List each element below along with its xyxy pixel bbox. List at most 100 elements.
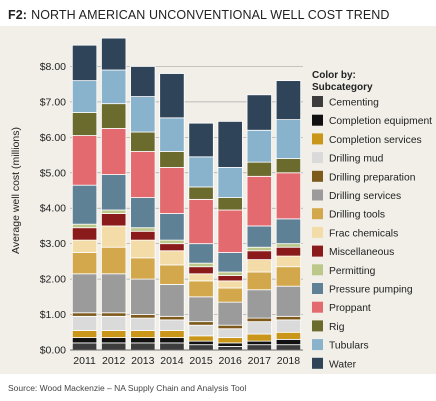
bar-segment	[130, 257, 156, 280]
bar-segment	[246, 333, 272, 342]
bar-segment	[188, 335, 214, 342]
legend-entry: Proppant	[329, 303, 371, 314]
bar-segment	[275, 243, 302, 248]
legend: Color by:Subcategory Cementing Completion …	[312, 70, 432, 370]
bar-segment	[71, 135, 98, 186]
x-tick-label: 2013	[131, 355, 155, 367]
bar-segment	[101, 246, 127, 275]
bar-segment	[246, 317, 272, 323]
bar-segment	[101, 273, 127, 314]
y-tick-label: $4.00	[40, 203, 66, 215]
bar-segment	[246, 340, 272, 346]
bar-segment	[246, 94, 272, 131]
bar-segment	[246, 161, 272, 177]
bar-segment	[188, 266, 214, 275]
bar-segment	[159, 342, 185, 351]
legend-title-line: Subcategory	[312, 82, 373, 93]
bar-segment	[188, 122, 214, 158]
bar-stack	[71, 44, 98, 351]
figure-id: F2:	[8, 8, 28, 22]
bar-segment	[246, 129, 272, 163]
bar-segment	[71, 330, 98, 338]
legend-entry: Drilling mud	[329, 154, 384, 165]
bar-segment	[71, 44, 98, 82]
bar-segment	[246, 250, 272, 261]
bar-segment	[188, 344, 214, 351]
bar-segment	[217, 197, 243, 211]
y-axis-label: Average well cost (millions)	[10, 127, 22, 254]
bar-segment	[217, 342, 243, 347]
bar-segment	[275, 319, 302, 333]
legend-swatch	[312, 96, 323, 107]
bar-segment	[188, 296, 214, 323]
bar-segment	[130, 314, 156, 319]
bar-stack	[159, 73, 185, 351]
legend-entry: Permitting	[329, 266, 376, 277]
bar-segment	[130, 151, 156, 198]
bar-segment	[246, 225, 272, 248]
stacked-bar-chart: $0.00 $1.00 $2.00 $3.00 $4.00 $5.00 $6.00 $7.00…	[10, 37, 432, 370]
bar-stack	[188, 122, 214, 351]
x-tick-label: 2014	[160, 355, 184, 367]
bar-segment	[71, 252, 98, 275]
bar-segment	[246, 175, 272, 227]
bar-segment	[217, 280, 243, 289]
bar-stack	[101, 37, 127, 351]
bar-segment	[217, 328, 243, 338]
bar-segment	[159, 284, 185, 317]
bar-segment	[130, 96, 156, 133]
bar-segment	[275, 119, 302, 160]
bar-segment	[217, 324, 243, 330]
bar-segment	[217, 337, 243, 344]
bar-segment	[246, 344, 272, 351]
y-tick-labels: $0.00 $1.00 $2.00 $3.00 $4.00 $5.00 $6.00 $7.00…	[40, 61, 66, 357]
bar-segment	[101, 337, 127, 344]
bar-segment	[275, 315, 302, 321]
legend-swatch	[312, 226, 323, 238]
legend-swatch	[312, 357, 323, 369]
bar-segment	[101, 209, 127, 214]
legend-entry: Water	[329, 359, 357, 370]
bar-segment	[101, 330, 127, 338]
bar-segment	[246, 271, 272, 291]
bar-segment	[101, 312, 127, 317]
bar-segment	[101, 103, 127, 129]
x-tick-label: 2015	[189, 355, 213, 367]
bar-segment	[246, 289, 272, 319]
bar-segment	[188, 262, 214, 268]
legend-entry: Tubulars	[329, 341, 369, 352]
bar-segment	[159, 264, 185, 285]
bar-segment	[71, 223, 98, 229]
bar-segment	[188, 156, 214, 188]
bar-stack	[275, 80, 302, 351]
bar-segment	[159, 250, 185, 266]
bar-segment	[159, 73, 185, 119]
bar-segment	[159, 243, 185, 252]
bar-segment	[130, 342, 156, 351]
bar-segment	[71, 337, 98, 344]
bar-segment	[275, 246, 302, 257]
bar-segment	[159, 330, 185, 338]
bar-segment	[246, 246, 272, 252]
bar-segment	[275, 158, 302, 174]
bar-segment	[217, 287, 243, 303]
bar-segment	[130, 131, 156, 152]
legend-swatch	[312, 264, 323, 276]
bar-segment	[217, 301, 243, 326]
bar-segment	[130, 227, 156, 232]
y-tick-label: $2.00	[40, 274, 66, 286]
legend-swatch	[312, 301, 323, 313]
bar-segment	[101, 174, 127, 211]
legend-swatch	[312, 152, 323, 164]
bar-segment	[188, 186, 214, 200]
legend-entry: Completion services	[329, 135, 422, 146]
bar-segment	[275, 172, 302, 220]
figure-title: F2: NORTH AMERICAN UNCONVENTIONAL WELL CO…	[8, 8, 390, 22]
bar-segment	[188, 321, 214, 326]
x-tick-label: 2016	[219, 355, 243, 367]
bar-segment	[188, 280, 214, 298]
bar-segment	[71, 112, 98, 136]
bar-segment	[217, 275, 243, 282]
bar-segment	[159, 239, 185, 245]
bar-segment	[130, 197, 156, 229]
